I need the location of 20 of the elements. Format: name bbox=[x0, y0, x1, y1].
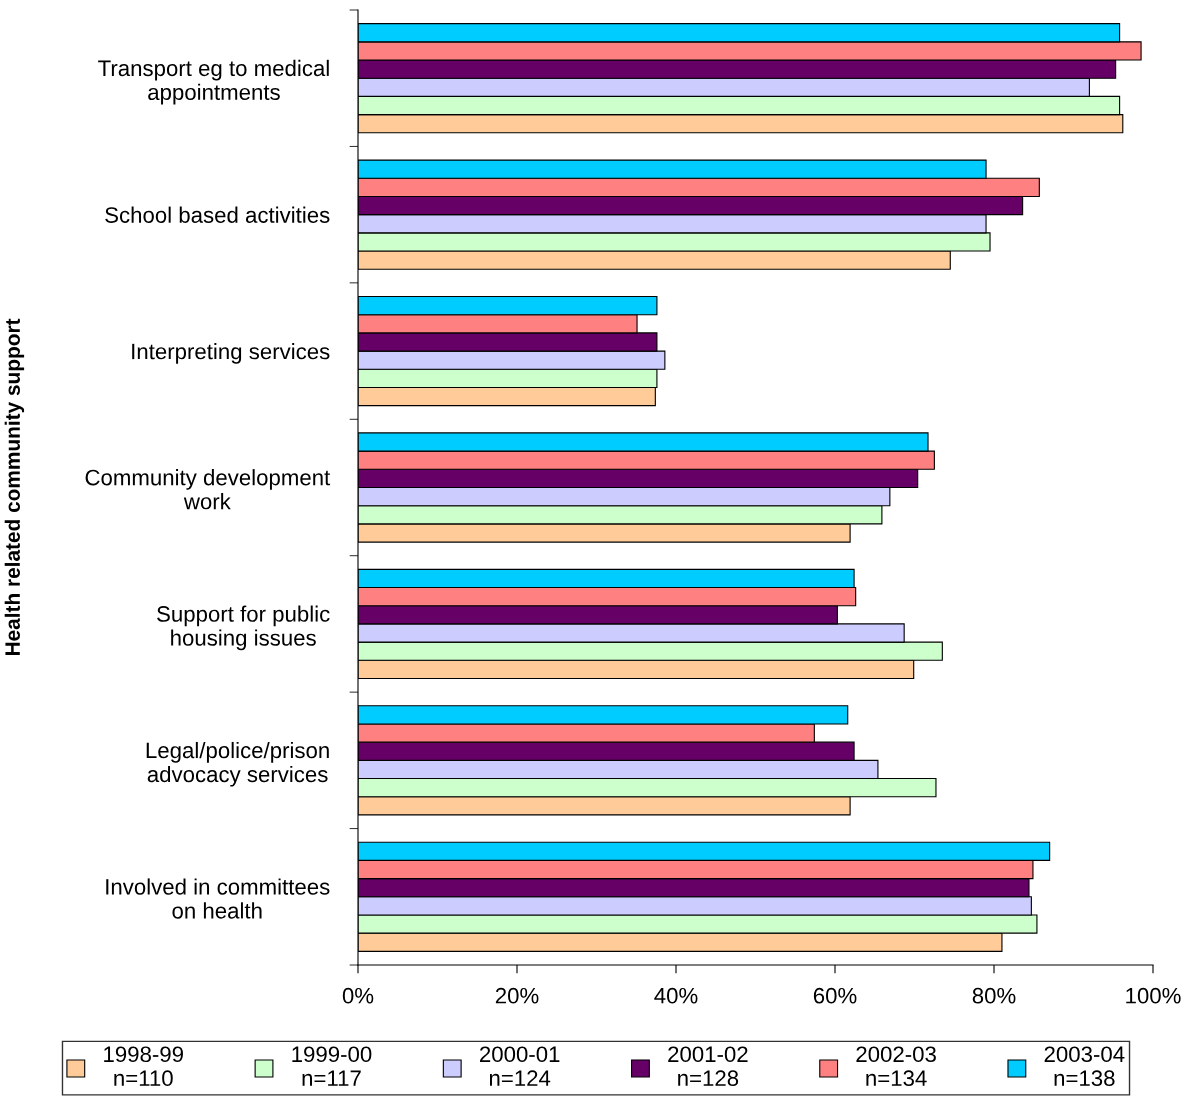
x-tick-label: 20% bbox=[495, 987, 539, 1004]
x-tick-label: 40% bbox=[654, 987, 698, 1004]
y-tick-label: Legal/police/prison advocacy services bbox=[146, 741, 329, 787]
y-axis-title: Health related community support bbox=[4, 318, 25, 656]
y-tick-label: School based activities bbox=[105, 206, 330, 223]
legend-label: 2003-04 n=138 bbox=[1044, 1046, 1125, 1087]
x-tick-label: 100% bbox=[1126, 987, 1181, 1004]
legend-label: 2000-01 n=124 bbox=[480, 1046, 560, 1086]
x-tick-label: 60% bbox=[813, 987, 857, 1004]
x-tick-label: 0% bbox=[342, 987, 374, 1004]
y-tick-label: Support for public housing issues bbox=[157, 605, 330, 651]
y-tick-label: Community development work bbox=[85, 469, 331, 510]
y-tick-label: Interpreting services bbox=[132, 343, 330, 364]
y-tick-label: Involved in committees on health bbox=[106, 878, 330, 919]
legend-label: 2002-03 n=134 bbox=[856, 1046, 936, 1087]
legend-label: 1998-99 n=110 bbox=[104, 1046, 183, 1087]
legend-label: 2001-02 n=128 bbox=[668, 1046, 748, 1087]
x-tick-label: 80% bbox=[972, 987, 1016, 1004]
y-tick-label: Transport eg to medical appointments bbox=[98, 59, 329, 105]
legend-label: 1999-00 n=117 bbox=[292, 1046, 372, 1086]
